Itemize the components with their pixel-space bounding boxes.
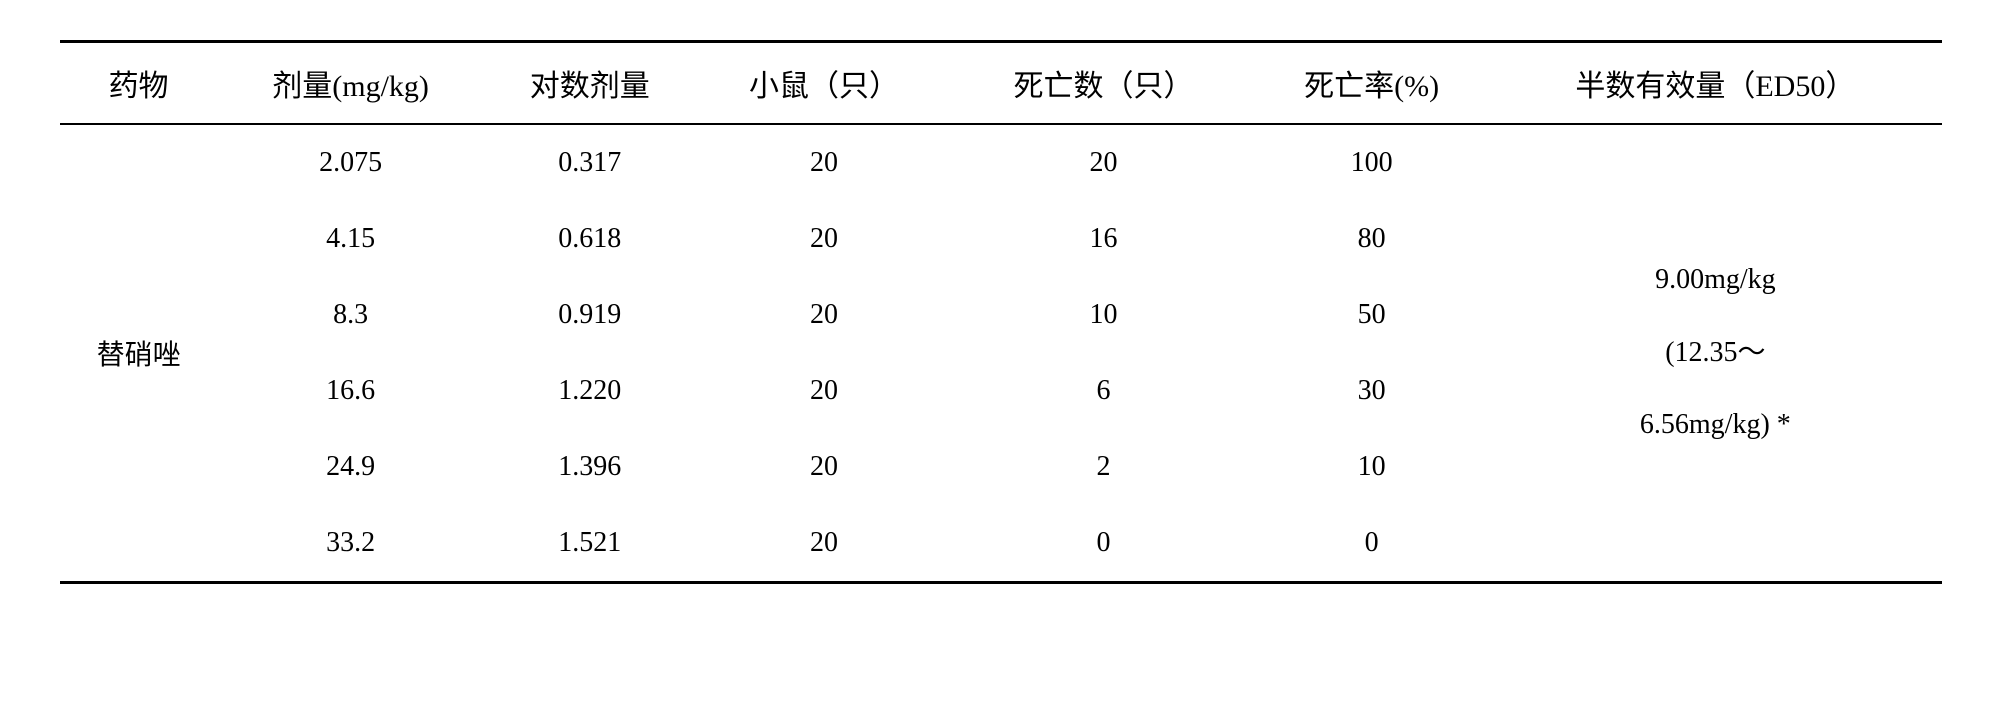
ed50-cell: 9.00mg/kg (12.35～ 6.56mg/kg) * [1489,124,1942,583]
cell-mortality: 10 [1255,429,1489,505]
cell-deaths: 2 [952,429,1254,505]
header-row: 药物 剂量(mg/kg) 对数剂量 小鼠（只） 死亡数（只） 死亡率(%) 半数… [60,42,1942,125]
col-mice: 小鼠（只） [696,42,953,125]
cell-mortality: 100 [1255,124,1489,201]
cell-deaths: 20 [952,124,1254,201]
ed50-line-1: 9.00mg/kg [1499,244,1932,317]
cell-mice: 20 [696,353,953,429]
cell-mortality: 80 [1255,201,1489,277]
cell-mortality: 30 [1255,353,1489,429]
drug-name-cell: 替硝唑 [60,124,217,583]
col-drug: 药物 [60,42,217,125]
cell-dose: 4.15 [217,201,484,277]
cell-dose: 16.6 [217,353,484,429]
cell-logdose: 1.220 [484,353,696,429]
col-mortality: 死亡率(%) [1255,42,1489,125]
cell-logdose: 0.317 [484,124,696,201]
cell-mice: 20 [696,124,953,201]
cell-deaths: 0 [952,505,1254,583]
cell-logdose: 1.396 [484,429,696,505]
cell-mice: 20 [696,429,953,505]
col-deaths: 死亡数（只） [952,42,1254,125]
cell-deaths: 6 [952,353,1254,429]
cell-dose: 2.075 [217,124,484,201]
cell-dose: 24.9 [217,429,484,505]
cell-logdose: 0.919 [484,277,696,353]
cell-deaths: 10 [952,277,1254,353]
cell-logdose: 1.521 [484,505,696,583]
col-ed50: 半数有效量（ED50） [1489,42,1942,125]
cell-mice: 20 [696,201,953,277]
table-row: 替硝唑 2.075 0.317 20 20 100 9.00mg/kg (12.… [60,124,1942,201]
cell-mice: 20 [696,505,953,583]
cell-dose: 8.3 [217,277,484,353]
cell-deaths: 16 [952,201,1254,277]
cell-logdose: 0.618 [484,201,696,277]
cell-mice: 20 [696,277,953,353]
ed50-line-3: 6.56mg/kg) * [1499,389,1932,462]
col-logdose: 对数剂量 [484,42,696,125]
cell-mortality: 50 [1255,277,1489,353]
ed50-line-2: (12.35～ [1499,317,1932,390]
ed50-table: 药物 剂量(mg/kg) 对数剂量 小鼠（只） 死亡数（只） 死亡率(%) 半数… [60,40,1942,584]
cell-mortality: 0 [1255,505,1489,583]
cell-dose: 33.2 [217,505,484,583]
col-dose: 剂量(mg/kg) [217,42,484,125]
